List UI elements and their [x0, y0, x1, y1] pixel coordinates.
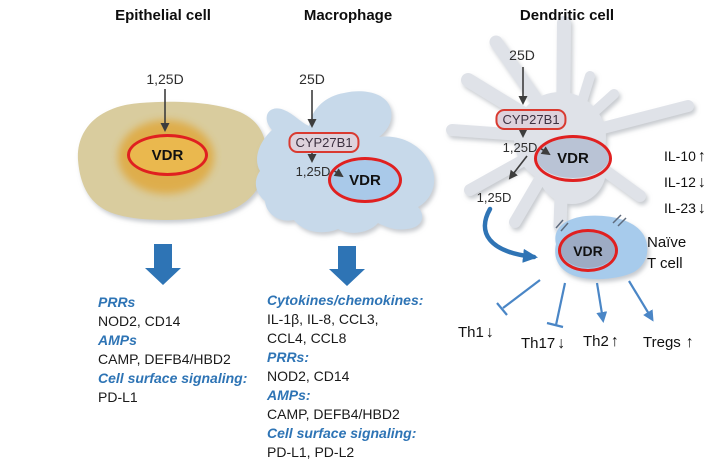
macrophage-vdr-ellipse: VDR: [328, 157, 402, 203]
promote-line-th2: [595, 282, 608, 323]
list-heading-cell-surface: Cell surface signaling:: [98, 370, 248, 386]
outcome-tregs: Tregs ↑: [643, 334, 694, 352]
list-item-nod2-cd14: NOD2, CD14: [98, 313, 181, 329]
down-arrow-icon: ↓: [485, 324, 494, 341]
inhibit-line-th1: [502, 279, 541, 309]
inhibit-bar-th1: [496, 302, 508, 316]
outcome-th2-label: Th2: [583, 333, 609, 350]
epithelial-ligand-label: 1,25D: [146, 71, 184, 87]
list-item-pdl1: PD-L1: [98, 389, 138, 405]
cytokine-il23-label: IL-23: [664, 200, 696, 216]
list-heading-amps: AMPs:: [267, 387, 311, 403]
arrow-125d-secreted-dendritic: [508, 155, 528, 180]
tcell-outcome-lines: [496, 279, 654, 329]
epithelial-cell-title: Epithelial cell: [115, 7, 211, 24]
outcome-th17: Th17 ↓: [521, 335, 565, 353]
outcome-th2: Th2 ↑: [583, 333, 619, 351]
list-item-nod2-cd14: NOD2, CD14: [267, 368, 350, 384]
list-heading-prrs: PRRs: [98, 294, 136, 310]
inhibit-bar-th17: [546, 321, 564, 329]
epithelial-vdr-ellipse: VDR: [127, 134, 208, 176]
dendritic-cell-title: Dendritic cell: [519, 7, 615, 24]
list-heading-cell-surface: Cell surface signaling:: [267, 425, 417, 441]
dendritic-125d-secreted-label: 1,25D: [476, 190, 512, 205]
dendritic-vdr-ellipse: VDR: [534, 135, 612, 182]
cytokine-il23: IL-23 ↓: [664, 200, 706, 218]
up-arrow-icon: ↑: [685, 334, 694, 351]
tcell-vdr-label: VDR: [573, 242, 603, 259]
down-arrow-icon: ↓: [557, 335, 566, 352]
macrophage-vdr-label: VDR: [349, 171, 381, 189]
macrophage-ligand-label: 25D: [299, 71, 325, 87]
tcell-vdr-ellipse: VDR: [558, 229, 618, 272]
outcome-th17-label: Th17: [521, 335, 556, 352]
dendritic-cyp27b1-box: CYP27B1: [495, 109, 567, 130]
list-item-pdl1-pdl2: PD-L1, PD-L2: [267, 444, 355, 460]
outcome-tregs-label: Tregs: [643, 334, 681, 351]
epithelial-effects-arrow: [145, 244, 181, 285]
up-arrow-icon: ↑: [697, 148, 706, 165]
promote-line-tregs: [628, 280, 654, 322]
cytokine-il10-label: IL-10: [664, 148, 696, 164]
macrophage-125d-label: 1,25D: [295, 164, 331, 179]
epithelial-vdr-label: VDR: [151, 146, 184, 164]
list-item-camp-defb4: CAMP, DEFB4/HBD2: [98, 351, 231, 367]
macrophage-effects-list: Cytokines/chemokines: IL-1β, IL-8, CCL3,…: [267, 291, 423, 462]
down-arrow-icon: ↓: [697, 200, 706, 217]
macrophage-cyp27b1-box: CYP27B1: [288, 132, 360, 153]
list-heading-prrs: PRRs:: [267, 349, 310, 365]
macrophage-effects-arrow: [329, 246, 365, 286]
up-arrow-icon: ↑: [610, 333, 619, 350]
outcome-th1: Th1 ↓: [458, 324, 494, 342]
list-heading-cytokines: Cytokines/chemokines:: [267, 292, 424, 308]
cytokine-il12: IL-12 ↓: [664, 174, 706, 192]
list-heading-amps: AMPs: [98, 332, 137, 348]
dendritic-ligand-label: 25D: [509, 47, 535, 63]
synapse-hatch-marks: [555, 214, 627, 232]
dendritic-vdr-label: VDR: [557, 150, 589, 167]
outcome-th1-label: Th1: [458, 324, 484, 341]
list-item-il1b-il8-ccl3: IL-1β, IL-8, CCL3,: [267, 311, 379, 327]
cytokine-il10: IL-10 ↑: [664, 148, 706, 166]
dendritic-125d-label: 1,25D: [502, 140, 538, 155]
list-item-ccl4-ccl8: CCL4, CCL8: [267, 330, 347, 346]
macrophage-title: Macrophage: [303, 7, 393, 24]
down-arrow-icon: ↓: [697, 174, 706, 191]
cytokine-il12-label: IL-12: [664, 174, 696, 190]
inhibit-line-th17: [554, 282, 567, 326]
tcell-name-line1: Naïve: [647, 234, 687, 251]
epithelial-effects-list: PRRs NOD2, CD14 AMPs CAMP, DEFB4/HBD2 Ce…: [98, 293, 247, 407]
curved-arrow-125d-to-tcell: [482, 206, 538, 263]
tcell-name-line2: T cell: [647, 255, 683, 272]
list-item-camp-defb4: CAMP, DEFB4/HBD2: [267, 406, 400, 422]
